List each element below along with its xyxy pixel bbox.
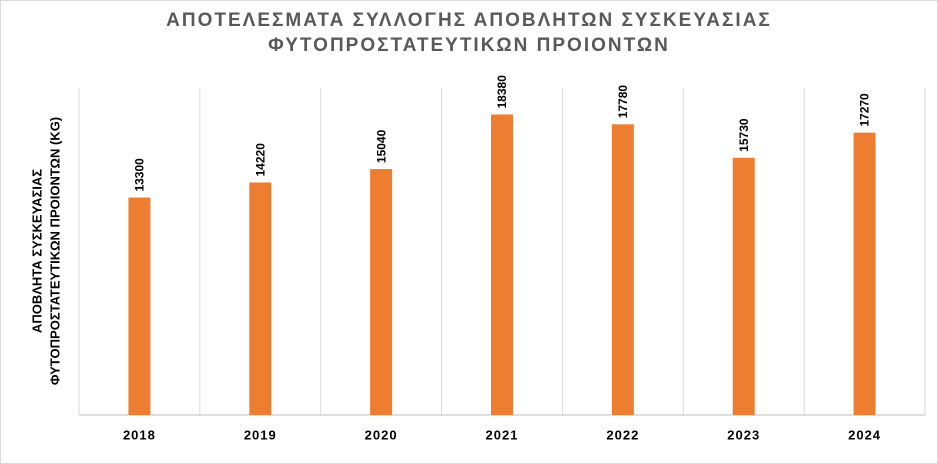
x-tick-label: 2022 <box>606 427 639 442</box>
x-tick-label: 2024 <box>848 427 881 442</box>
x-tick-label: 2018 <box>123 427 156 442</box>
y-axis-label-line: ΑΠΟΒΛΗΤΑ ΣΥΣΚΕΥΑΣΙΑΣ <box>29 169 44 333</box>
value-label: 13300 <box>133 158 147 192</box>
value-label: 15730 <box>737 118 751 152</box>
bar <box>491 114 513 415</box>
bar <box>732 157 755 415</box>
value-label: 18380 <box>495 75 509 109</box>
bar <box>370 169 393 415</box>
x-tick-label: 2023 <box>727 427 760 442</box>
chart-title: ΦΥΤΟΠΡΟΣΤΑΤΕΥΤΙΚΩΝ ΠΡΟΙΟΝΤΩΝ <box>268 35 670 56</box>
value-label: 17270 <box>858 93 872 127</box>
bar <box>611 124 634 415</box>
bar <box>853 132 876 415</box>
y-axis-label: ΑΠΟΒΛΗΤΑ ΣΥΣΚΕΥΑΣΙΑΣ ΦΥΤΟΠΡΟΣΤΑΤΕΥΤΙΚΩΝ … <box>29 117 62 385</box>
x-tick-label: 2021 <box>486 427 519 442</box>
chart-title: ΑΠΟΤΕΛΕΣΜΑΤΑ ΣΥΛΛΟΓΗΣ ΑΠΟΒΛΗΤΩΝ ΣΥΣΚΕΥΑΣ… <box>166 10 772 31</box>
value-label: 14220 <box>253 143 267 177</box>
y-axis-label-line: ΦΥΤΟΠΡΟΣΤΑΤΕΥΤΙΚΩΝ ΠΡΟΙΟΝΤΩΝ (KG) <box>47 117 62 385</box>
value-label: 15040 <box>374 129 388 163</box>
bar <box>249 182 272 415</box>
value-label: 17780 <box>616 85 630 119</box>
bar <box>128 197 151 415</box>
x-tick-label: 2020 <box>365 427 398 442</box>
x-tick-label: 2019 <box>244 427 277 442</box>
